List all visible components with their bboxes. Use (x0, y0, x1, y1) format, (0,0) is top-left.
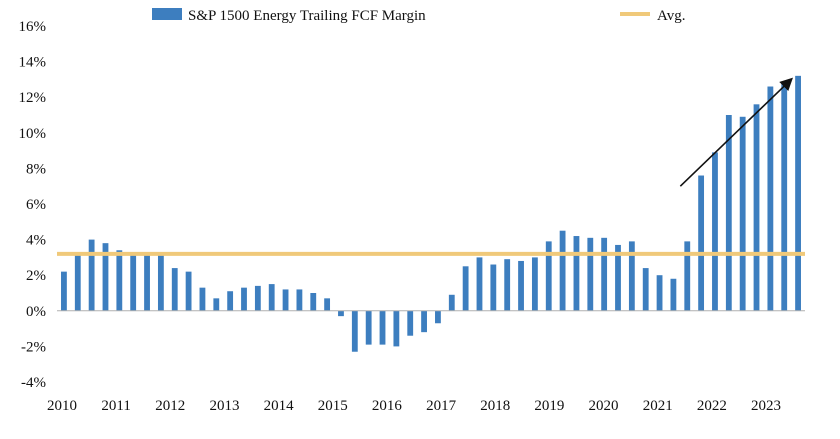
bars (61, 75, 801, 352)
bar (601, 237, 608, 311)
bar (767, 86, 774, 311)
x-tick-label: 2019 (534, 398, 564, 414)
x-tick-label: 2017 (426, 398, 457, 414)
bar (130, 253, 137, 311)
bar (338, 310, 344, 317)
bar (268, 284, 275, 311)
bar (213, 298, 220, 311)
bar (74, 253, 81, 311)
bar (102, 243, 109, 311)
bar (254, 285, 261, 311)
bar (587, 237, 594, 311)
x-tick-label: 2016 (372, 398, 403, 414)
bar (559, 230, 566, 311)
x-tick-label: 2022 (697, 398, 727, 414)
y-tick-label: 14% (19, 55, 47, 71)
y-tick-label: 4% (26, 233, 46, 249)
bar (282, 289, 289, 311)
bar (157, 253, 164, 311)
x-tick-label: 2015 (318, 398, 348, 414)
y-tick-label: 16% (19, 19, 47, 35)
x-tick-label: 2020 (589, 398, 619, 414)
x-tick-label: 2018 (480, 398, 510, 414)
bar (476, 257, 483, 311)
x-tick-label: 2023 (751, 398, 781, 414)
bar (490, 264, 497, 311)
bar (435, 310, 441, 324)
legend: S&P 1500 Energy Trailing FCF Margin Avg. (152, 8, 685, 24)
bar (407, 310, 414, 336)
bar (448, 294, 455, 311)
bar (199, 287, 206, 311)
y-tick-label: -4% (21, 375, 46, 391)
bar (144, 253, 150, 311)
bar (642, 268, 649, 311)
bar (185, 271, 192, 311)
bar (379, 310, 386, 345)
bar (227, 291, 234, 311)
bar (628, 241, 635, 311)
trend-arrow (679, 77, 793, 187)
bar (712, 152, 718, 311)
bar (531, 257, 538, 311)
bar (573, 236, 580, 311)
legend-label-bar: S&P 1500 Energy Trailing FCF Margin (188, 8, 426, 24)
x-tick-label: 2011 (101, 398, 130, 414)
legend-swatch-bar (152, 8, 182, 20)
x-tick-label: 2012 (155, 398, 185, 414)
x-axis-ticks: 2010 2011 2012 2013 2014 2015 2016 2017 2018 2019… (47, 398, 781, 414)
bar (684, 241, 691, 311)
bar (296, 289, 303, 311)
bar (116, 250, 123, 311)
x-tick-label: 2014 (264, 398, 295, 414)
y-tick-label: 0% (26, 304, 46, 320)
y-axis-ticks: -4% -2% 0% 2% 4% 6% 8% 10% 12% 14% 16% (19, 19, 47, 391)
bar (795, 75, 801, 311)
bar (670, 278, 677, 311)
bar (725, 115, 732, 311)
bar (518, 260, 524, 311)
bar (241, 287, 247, 311)
bar (421, 310, 427, 333)
y-tick-label: 6% (26, 197, 46, 213)
bar (393, 310, 400, 347)
x-tick-label: 2010 (47, 398, 77, 414)
bar (698, 175, 705, 311)
bar (324, 298, 331, 311)
bar (753, 104, 760, 311)
bar (61, 271, 67, 311)
bar (88, 239, 95, 311)
y-tick-label: 2% (26, 268, 46, 284)
bar (739, 116, 746, 311)
bar (545, 241, 552, 311)
y-tick-label: 12% (19, 90, 47, 106)
bar (656, 275, 663, 311)
legend-swatch-avg (620, 12, 650, 16)
bar (310, 293, 317, 311)
bar (171, 268, 178, 311)
bar (462, 266, 469, 311)
y-tick-label: -2% (21, 339, 46, 355)
bar (615, 244, 621, 311)
bar (504, 259, 511, 311)
x-tick-label: 2021 (643, 398, 673, 414)
y-tick-label: 10% (19, 126, 47, 142)
bar (351, 310, 358, 352)
bar (365, 310, 372, 345)
x-tick-label: 2013 (209, 398, 239, 414)
y-tick-label: 8% (26, 161, 46, 177)
bar (781, 82, 788, 311)
legend-label-avg: Avg. (657, 8, 685, 24)
